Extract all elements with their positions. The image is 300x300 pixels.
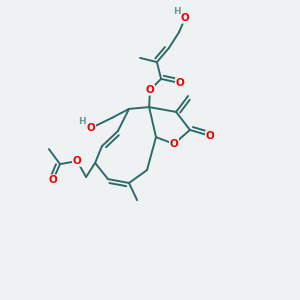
Text: O: O bbox=[181, 13, 190, 23]
Text: O: O bbox=[176, 78, 184, 88]
Text: O: O bbox=[73, 156, 82, 166]
Text: H: H bbox=[78, 117, 86, 126]
Text: O: O bbox=[49, 175, 58, 185]
Text: O: O bbox=[206, 131, 214, 141]
Text: O: O bbox=[169, 139, 178, 149]
Text: H: H bbox=[173, 8, 181, 16]
Text: O: O bbox=[86, 123, 95, 133]
Text: O: O bbox=[146, 85, 154, 95]
